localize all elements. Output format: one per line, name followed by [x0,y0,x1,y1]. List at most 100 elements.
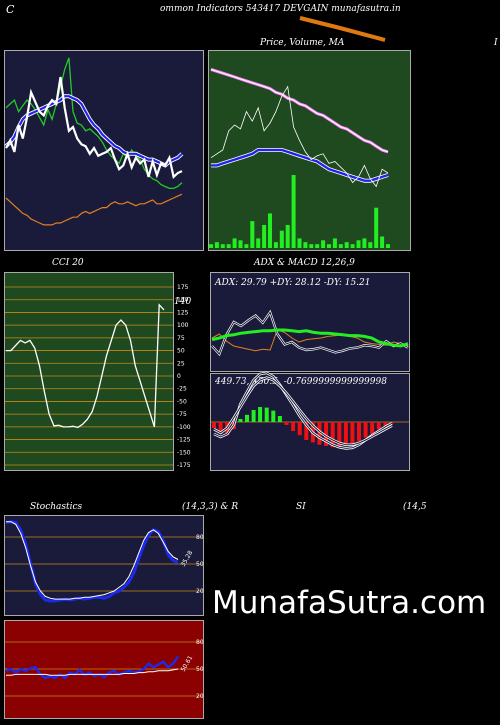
volume-bar [315,244,320,248]
macd-histogram-bar [264,407,269,422]
cci-tick-label: 175 [177,284,189,291]
adx-plus-di [211,311,409,355]
macd-series [211,371,409,450]
cci-tick-label: 25 [177,360,185,367]
header-cut-right: I [494,38,498,48]
header-c-letter: C [6,3,15,16]
price-panel [208,50,411,251]
cci-tick-label: 0 [177,373,181,380]
volume-bar [338,244,343,248]
stoch-title-mid: (14,3,3) & R [182,502,239,512]
macd-histogram-bar [343,422,348,446]
adx-line [211,328,409,348]
macd-histogram-bar [277,416,282,422]
volume-bar [303,242,308,248]
bollinger-price [5,76,183,180]
stoch-title-si: SI [296,502,306,512]
volume-bar [268,213,272,248]
volume-bar [214,242,219,248]
price-ma [211,148,389,182]
cci-line [6,303,165,429]
cci-background [4,272,174,471]
adx-background [210,272,410,372]
volume-bar [344,242,349,248]
volume-bar [386,244,390,248]
macd-signal [213,377,393,446]
stoch-title-left: Stochastics [30,502,83,512]
cci-tick-label: 75 [177,335,185,342]
price-close [210,85,389,188]
macd-histogram-bar [337,422,342,448]
stoch-d-line [6,521,179,600]
bollinger-lines [4,57,184,226]
osc-tick-label: 50 [196,666,204,673]
adx-series [211,309,409,357]
osc-tick-label: 20 [196,588,204,595]
header-streak [299,16,386,42]
macd-histogram-bar [383,422,388,426]
macd-histogram-bar [291,422,296,431]
volume-bar [297,238,302,248]
volume-bar [350,244,355,248]
adx-panel: ADX: 29.79 +DY: 28.12 -DY: 15.21 449.73,… [210,272,410,471]
volume-bar [332,238,337,248]
volume-bar [380,236,385,248]
macd-histogram-bar [390,422,394,424]
macd-histogram-bar [271,410,276,422]
adx-readout: ADX: 29.79 +DY: 28.12 -DY: 15.21 [214,278,371,288]
macd-readout: 449.73, 450.5, -0.7699999999999998 [214,377,387,387]
volume-bar [309,244,314,248]
macd-histogram-bar [376,422,381,430]
cci-tick-label: -50 [177,398,187,405]
volume-bar [244,244,249,248]
cci-tick-label: 125 [177,309,189,316]
cci-current-value: 140 [174,297,191,307]
volume-bar [356,240,361,248]
cci-title: CCI 20 [52,258,84,268]
volume-bar [220,244,225,248]
cci-series [6,303,165,429]
watermark: MunafaSutra.com [212,585,487,621]
macd-histogram-bar [258,407,263,422]
volume-bar [238,240,243,248]
osc-tick-label: 80 [196,534,204,541]
macd-histogram-bar [284,422,289,425]
macd-histogram-bar [370,422,375,434]
volume-bar [374,207,379,248]
macd-histogram-bar [357,422,361,442]
cci-tick-label: 150 [177,297,189,304]
volume-bar [273,242,278,248]
cci-tick-label: -75 [177,411,187,418]
cci-tick-label: -125 [177,437,191,444]
volume-bar [256,238,261,248]
volume-bar [291,175,296,248]
volume-bar [368,242,373,248]
volume-bar [321,240,326,248]
volume-bar [285,225,290,248]
macd-histogram-bar [317,422,322,445]
macd-histogram-bar [212,422,216,428]
macd-histogram-bar [363,422,368,438]
cci-tick-label: 100 [177,322,189,329]
volume-bar [209,244,213,248]
volume-bar [262,225,267,248]
cci-panel: 175 150 125 100 75 50 25 0 -25 -50 -75 -100 -125 -150… [4,272,191,471]
rsi-ma-line [6,668,179,676]
cci-tick-label: -25 [177,386,187,393]
macd-histogram-bar [297,422,302,436]
cci-tick-label: -175 [177,462,191,469]
macd-histogram-bar [330,422,335,448]
stoch-series [5,520,179,603]
cci-tick-label: 50 [177,348,185,355]
price-trend [210,68,389,153]
bollinger-lower-band [5,193,183,226]
macd-histogram-bar [304,422,309,440]
cci-grid: 175 150 125 100 75 50 25 0 -25 -50 -75 -100 -125 -150… [5,284,191,469]
cci-tick-label: -150 [177,449,191,456]
macd-histogram-bar [218,422,223,433]
volume-bar [232,238,237,248]
volume-bar [279,230,284,248]
bollinger-background [4,50,204,251]
